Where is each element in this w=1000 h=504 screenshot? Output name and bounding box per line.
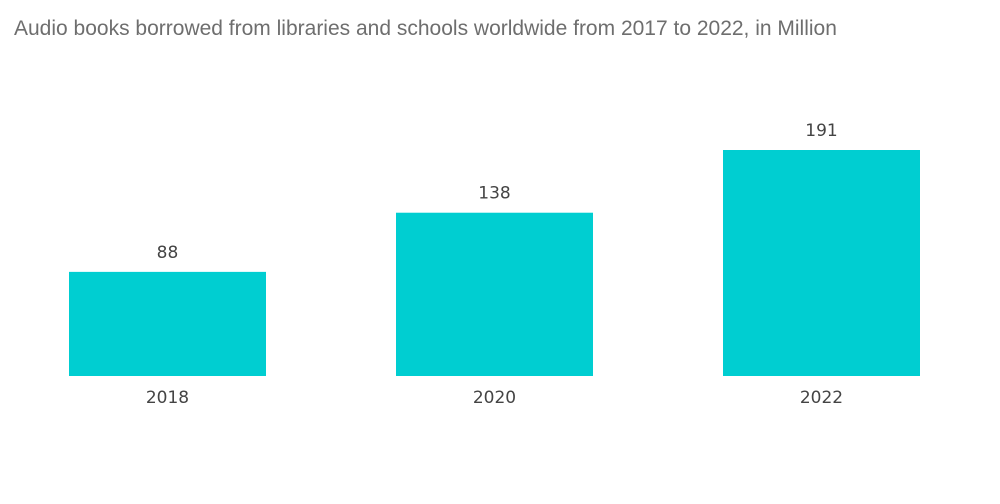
x-tick-label-2020: 2020 [473, 388, 516, 408]
x-tick-label-2018: 2018 [146, 388, 189, 408]
value-label-2020: 138 [478, 184, 510, 204]
bar-2020 [396, 212, 593, 376]
chart-title: Audio books borrowed from libraries and … [14, 17, 837, 40]
value-label-2018: 88 [157, 243, 179, 263]
bar-2018 [69, 271, 266, 376]
bar-2022 [723, 150, 920, 376]
x-tick-label-2022: 2022 [800, 388, 843, 408]
value-label-2022: 191 [805, 121, 837, 141]
